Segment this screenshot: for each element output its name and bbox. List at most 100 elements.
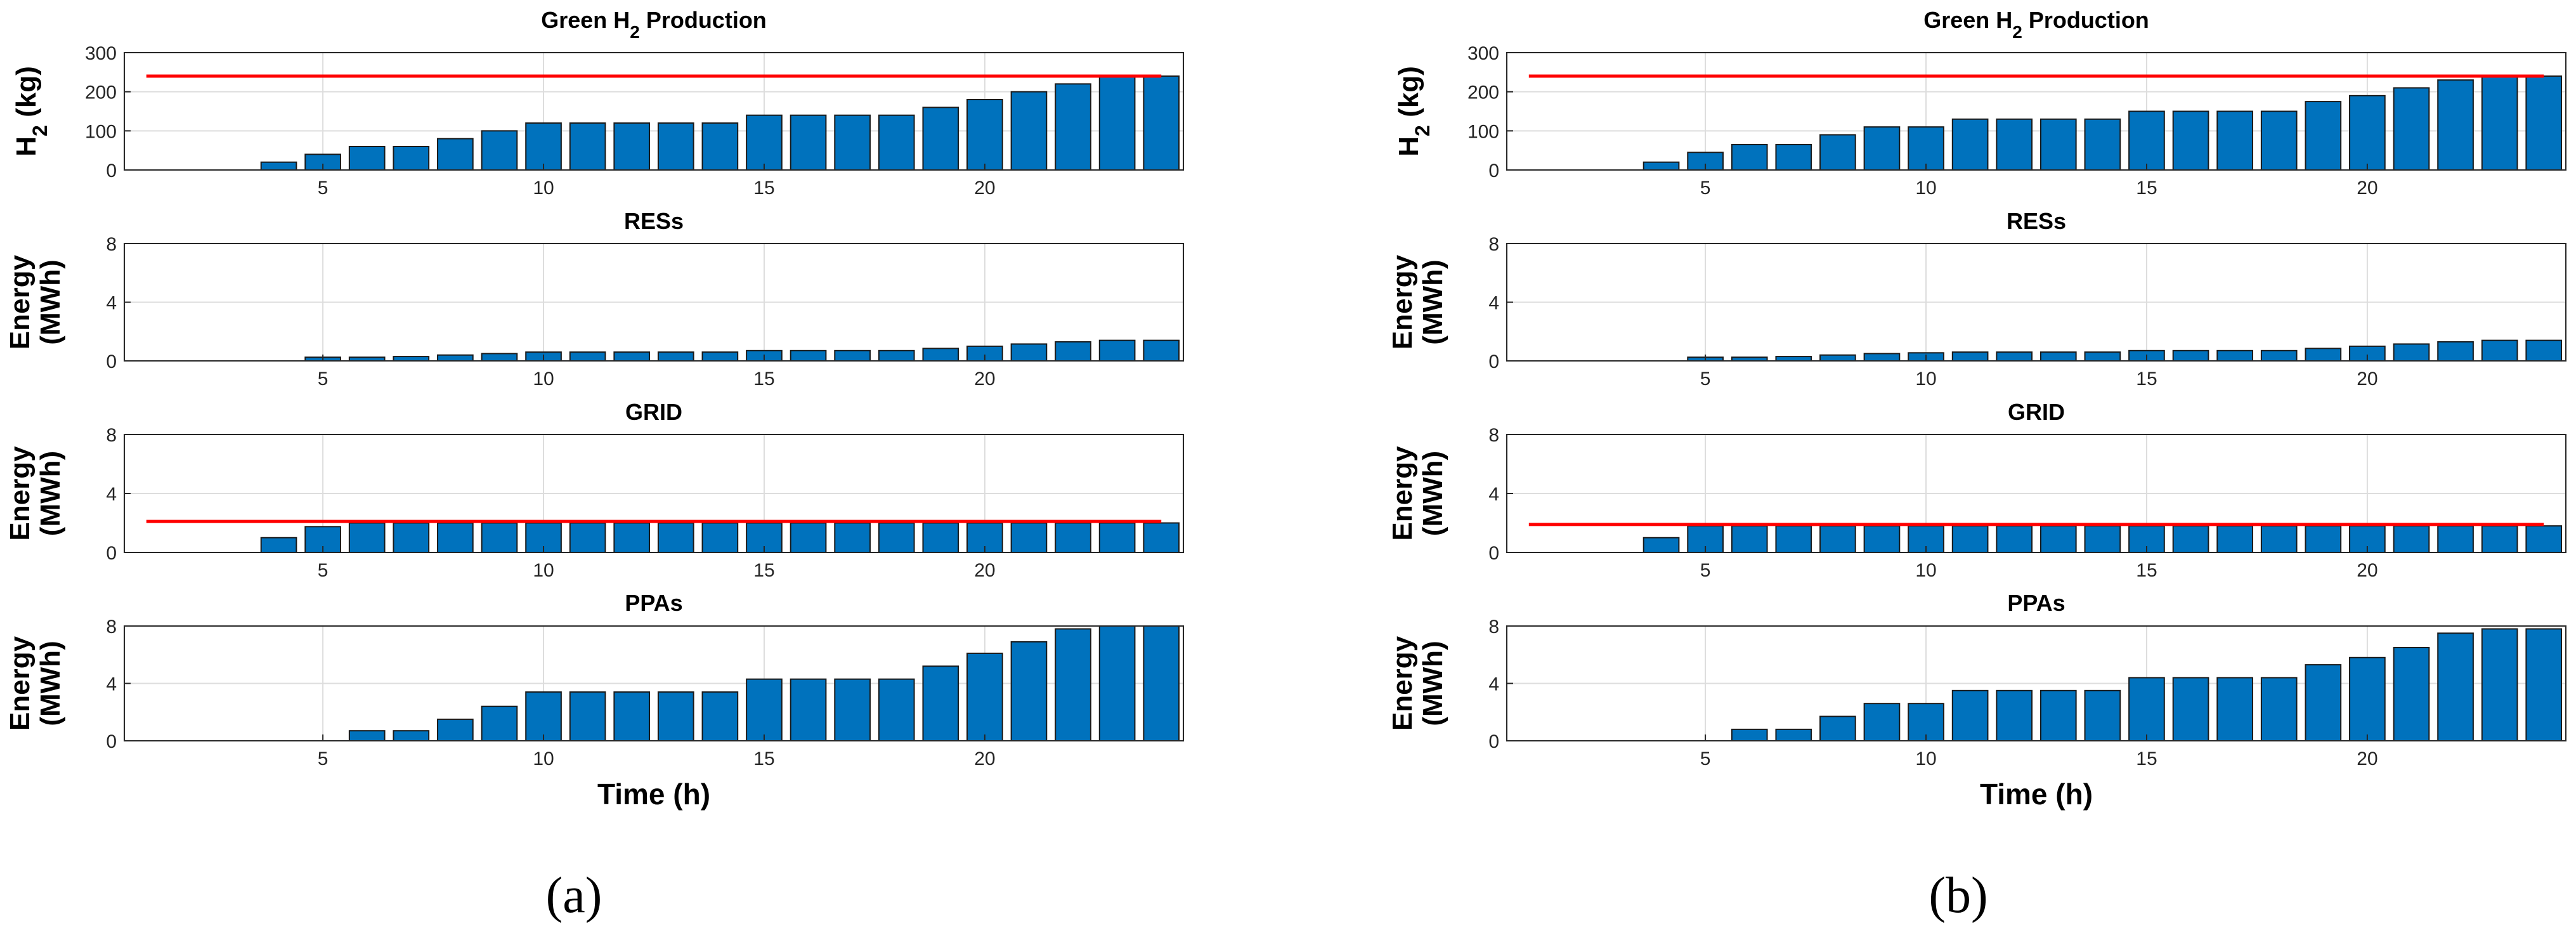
bar-hour-4 [260,537,297,553]
y-axis-label: H2 (kg) [1393,66,1434,156]
subplot-title-main: Green H [541,7,630,33]
y-axis-label-line1: Energy [1387,636,1418,731]
bar-hour-6 [348,146,386,171]
y-axis-label-subscript: 2 [1411,125,1434,136]
bar-hour-19 [922,348,959,362]
bar-hour-18 [2260,349,2298,362]
subplot-0-3: 5 10 15 20 0 4 8 PPAs Energy (MWh) [4,590,1184,769]
bar-hour-12 [1996,689,2033,741]
bar-hour-16 [2172,110,2209,171]
bar-hour-21 [2393,87,2430,171]
bar-hour-13 [657,522,694,553]
subplot-title: GRID [625,399,682,425]
bar-hour-23 [2481,525,2518,554]
bar-hour-7 [1775,728,1812,742]
bar-hour-8 [1819,134,1856,171]
y-axis-label-main: H [11,136,42,157]
x-tick-label: 10 [1915,369,1936,389]
y-axis-label-tail: (kg) [11,66,42,125]
x-tick-label: 15 [753,369,774,389]
bar-hour-16 [790,114,827,171]
bar-hour-24 [2525,525,2563,554]
panel-caption: (a) [546,868,602,923]
x-tick-label: 15 [753,560,774,581]
bar-hour-22 [2437,632,2474,741]
subplot-title-tail: Production [640,7,767,33]
x-tick-label: 20 [2357,560,2378,581]
plot-area [124,53,1183,170]
bar-hour-20 [966,99,1003,171]
x-tick-label: 15 [2136,178,2157,199]
y-axis-label-line1: Energy [4,254,36,349]
bar-hour-4 [1643,161,1680,171]
bar-hour-12 [613,691,651,741]
bar-hour-11 [1951,118,1989,171]
bar-hour-8 [437,354,474,362]
bar-hour-22 [1055,83,1091,171]
bar-hour-18 [878,114,915,171]
y-tick-label: 300 [1467,43,1499,64]
x-axis-label: Time (h) [1980,778,2093,811]
bar-hour-14 [2084,525,2121,554]
bar-hour-8 [1819,354,1856,362]
bar-hour-9 [481,353,518,362]
bar-hour-6 [1731,525,1768,554]
bar-hour-18 [878,522,915,553]
bar-hour-17 [2216,525,2253,554]
bar-hour-16 [2172,677,2209,741]
bar-hour-22 [2437,341,2474,362]
bar-hour-16 [2172,525,2209,554]
y-tick-label: 0 [1488,160,1499,181]
y-tick-label: 8 [106,425,117,446]
bar-hour-24 [1143,339,1180,362]
bar-hour-10 [1908,126,1944,171]
x-tick-label: 10 [533,178,554,199]
y-tick-label: 0 [1488,543,1499,564]
x-tick-label: 15 [2136,369,2157,389]
bar-hour-18 [878,678,915,742]
bar-hour-7 [393,356,430,362]
bar-hour-4 [260,161,297,171]
bar-hour-22 [2437,525,2474,554]
x-tick-label: 5 [318,560,329,581]
x-tick-label: 20 [974,748,995,769]
bar-hour-10 [525,691,562,741]
y-axis-label-line2: (MWh) [1417,259,1448,344]
y-tick-label: 8 [106,234,117,255]
plot-area [1507,53,2566,170]
bar-hour-6 [348,522,386,553]
bar-hour-19 [2305,101,2342,171]
bar-hour-9 [481,705,518,741]
subplot-title-main: GRID [2008,399,2065,425]
bar-hour-17 [2216,677,2253,741]
subplot-title: PPAs [625,590,682,616]
bar-hour-8 [437,522,474,553]
bar-hour-23 [2481,339,2518,362]
x-tick-label: 20 [974,369,995,389]
y-axis-label-subscript: 2 [29,125,51,136]
y-axis-label-line1: Energy [1387,446,1418,541]
x-tick-label: 15 [2136,748,2157,769]
bar-hour-17 [834,678,871,742]
y-axis-label-line2: (MWh) [35,451,66,536]
bar-hour-12 [613,522,651,553]
y-tick-label: 100 [85,121,117,142]
subplot-title: PPAs [2007,590,2065,616]
bar-hour-21 [2393,646,2430,741]
bar-hour-17 [834,349,871,362]
y-tick-label: 4 [1488,674,1499,695]
bar-hour-9 [481,130,518,171]
y-axis-label-line2: (MWh) [35,641,66,726]
bar-hour-7 [1775,525,1812,554]
subplot-title-tail: Production [2022,7,2149,33]
bar-hour-8 [437,138,474,171]
bar-hour-11 [1951,351,1989,362]
y-tick-label: 4 [1488,484,1499,505]
y-tick-label: 0 [106,160,117,181]
x-tick-label: 10 [533,560,554,581]
bar-hour-17 [834,522,871,553]
bar-hour-15 [746,114,783,171]
x-tick-label: 20 [2357,369,2378,389]
y-tick-label: 0 [1488,351,1499,372]
